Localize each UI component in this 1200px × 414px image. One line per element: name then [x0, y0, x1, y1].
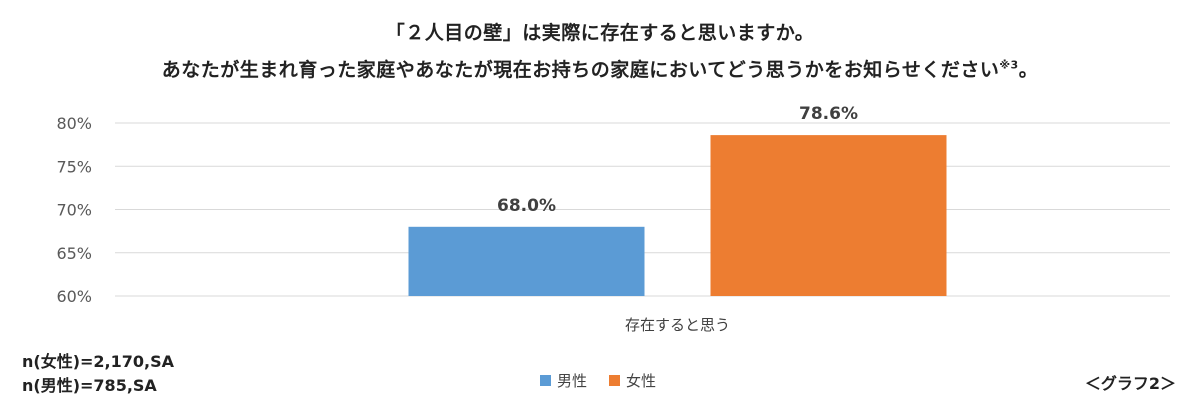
y-tick-label: 70% [56, 201, 92, 220]
bar-chart: 60% 65% 70% 75% 80% 68.0% 78.6% 存在すると思う [56, 104, 1170, 334]
sample-note-male: n(男性)=785,SA [22, 376, 157, 395]
legend-label-male: 男性 [557, 372, 588, 390]
chart-title-line-2-text: あなたが生まれ育った家庭やあなたが現在お持ちの家庭においてどう思うかをお知らせく… [161, 59, 1000, 81]
data-label-male: 68.0% [497, 196, 556, 216]
legend-label-female: 女性 [626, 372, 657, 390]
y-tick-label: 60% [56, 287, 92, 306]
legend-item-female: 女性 [609, 370, 656, 391]
bar-female [710, 135, 947, 296]
bar-male [408, 226, 645, 296]
title-footnote-mark: ※3 [999, 58, 1019, 72]
chart-title-line-1: 「２人目の壁」は実際に存在すると思いますか。 [385, 22, 815, 44]
legend-swatch-male [540, 375, 551, 386]
sample-note-female: n(女性)=2,170,SA [22, 352, 175, 371]
y-tick-label: 80% [56, 114, 92, 133]
y-tick-label: 65% [56, 244, 92, 263]
legend-swatch-female [609, 375, 621, 386]
y-tick-label: 75% [56, 157, 92, 176]
legend-item-male: 男性 [540, 370, 587, 391]
chart-legend: 男性 女性 [540, 370, 656, 391]
data-label-female: 78.6% [799, 104, 858, 124]
graph-number-label: ＜グラフ2＞ [1084, 374, 1176, 393]
x-category-label: 存在すると思う [625, 316, 730, 334]
chart-title-line-2: あなたが生まれ育った家庭やあなたが現在お持ちの家庭においてどう思うかをお知らせく… [0, 55, 1200, 82]
title-end-punct: 。 [1018, 59, 1039, 81]
